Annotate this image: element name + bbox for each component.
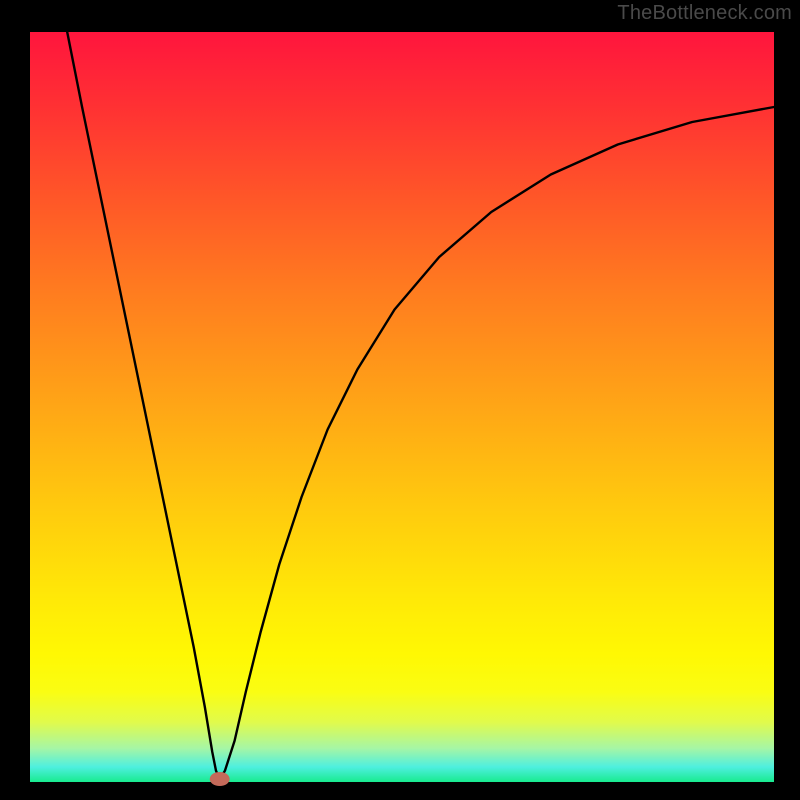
chart-svg (0, 0, 800, 800)
attribution-link[interactable]: TheBottleneck.com (617, 2, 792, 25)
minimum-marker (210, 772, 230, 786)
chart-container: TheBottleneck.com (0, 0, 800, 800)
plot-background (30, 32, 774, 782)
